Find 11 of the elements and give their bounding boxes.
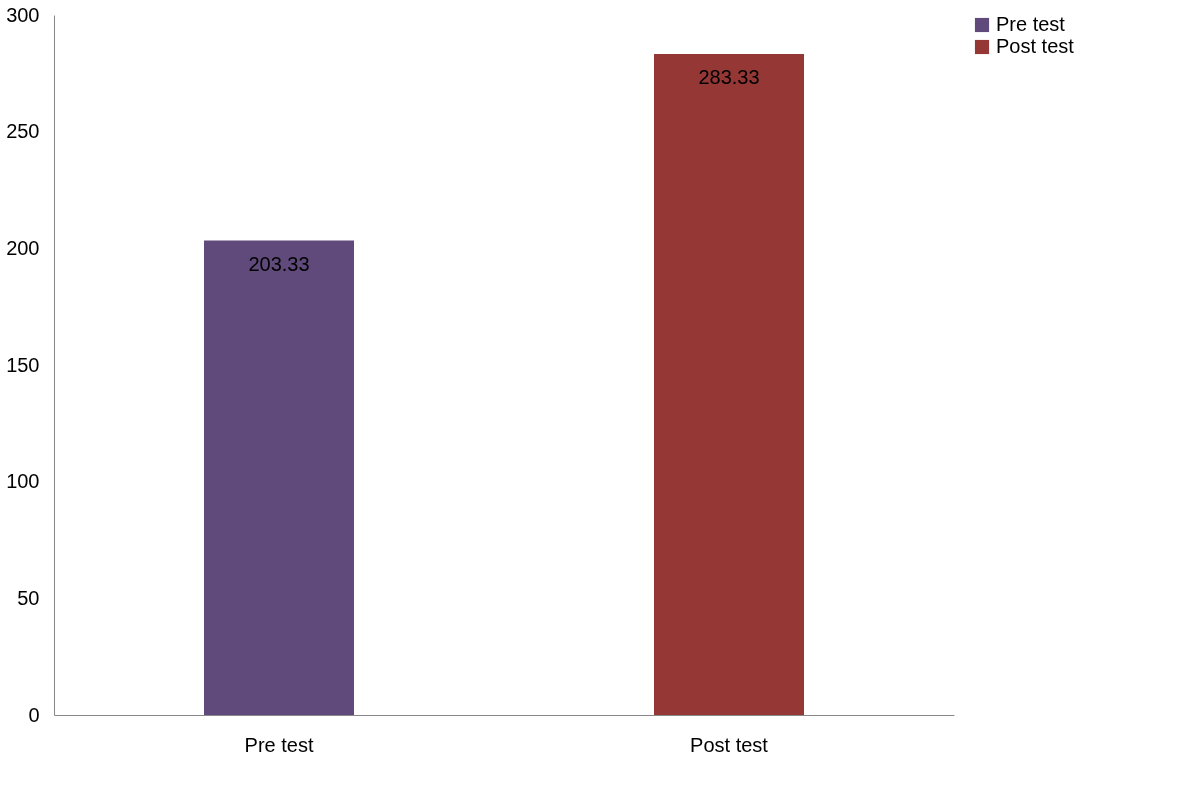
legend-label: Pre test: [996, 13, 1066, 35]
y-tick-label: 0: [28, 703, 40, 726]
y-tick-label: 250: [6, 120, 40, 143]
data-label: 283.33: [698, 65, 760, 88]
y-tick-label: 50: [17, 586, 40, 609]
data-label: 203.33: [248, 252, 310, 275]
y-tick-label: 200: [6, 236, 40, 259]
y-tick-label: 300: [6, 3, 40, 26]
y-tick-label: 100: [6, 470, 40, 493]
legend-label: Post test: [996, 35, 1075, 57]
y-tick-label: 150: [6, 353, 40, 376]
